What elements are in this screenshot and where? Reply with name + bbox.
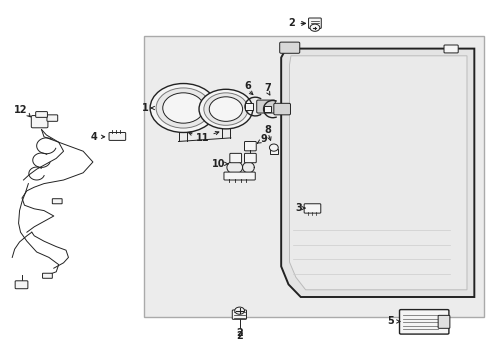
Text: 5: 5: [386, 316, 393, 327]
Text: 3: 3: [294, 203, 301, 213]
FancyBboxPatch shape: [399, 310, 448, 334]
Polygon shape: [281, 49, 473, 297]
FancyBboxPatch shape: [52, 199, 62, 204]
Text: 2: 2: [288, 18, 295, 28]
Bar: [264, 106, 270, 112]
Text: 2: 2: [236, 328, 243, 338]
FancyBboxPatch shape: [229, 153, 241, 163]
FancyBboxPatch shape: [273, 103, 290, 115]
Circle shape: [156, 88, 210, 128]
Circle shape: [199, 89, 252, 129]
FancyBboxPatch shape: [308, 18, 321, 28]
Text: 12: 12: [14, 105, 28, 115]
Text: 10: 10: [212, 159, 225, 169]
Polygon shape: [289, 56, 466, 290]
FancyBboxPatch shape: [42, 273, 52, 278]
FancyBboxPatch shape: [36, 112, 47, 117]
FancyBboxPatch shape: [31, 116, 48, 128]
Circle shape: [309, 24, 319, 31]
FancyBboxPatch shape: [15, 281, 28, 289]
Text: 7: 7: [264, 83, 271, 93]
Circle shape: [163, 93, 203, 123]
FancyBboxPatch shape: [279, 42, 299, 53]
FancyBboxPatch shape: [443, 45, 457, 53]
FancyBboxPatch shape: [304, 204, 320, 213]
Ellipse shape: [269, 144, 278, 151]
Circle shape: [150, 84, 216, 132]
FancyBboxPatch shape: [109, 132, 125, 140]
Text: 9: 9: [260, 134, 267, 144]
Ellipse shape: [246, 156, 254, 161]
Text: 2: 2: [236, 330, 243, 341]
FancyBboxPatch shape: [437, 315, 449, 328]
FancyBboxPatch shape: [232, 310, 246, 319]
FancyBboxPatch shape: [244, 141, 256, 151]
Circle shape: [203, 93, 247, 125]
Circle shape: [234, 307, 244, 314]
Circle shape: [209, 97, 242, 121]
Text: 1: 1: [142, 103, 149, 113]
Text: 8: 8: [264, 125, 271, 135]
Text: 11: 11: [196, 132, 209, 143]
Bar: [245, 103, 253, 110]
FancyBboxPatch shape: [244, 153, 256, 163]
Text: 4: 4: [90, 132, 97, 142]
Bar: [144, 36, 483, 317]
FancyBboxPatch shape: [224, 172, 255, 180]
FancyBboxPatch shape: [47, 115, 58, 121]
Text: 6: 6: [244, 81, 251, 91]
Bar: [269, 149, 277, 154]
FancyBboxPatch shape: [256, 100, 275, 113]
